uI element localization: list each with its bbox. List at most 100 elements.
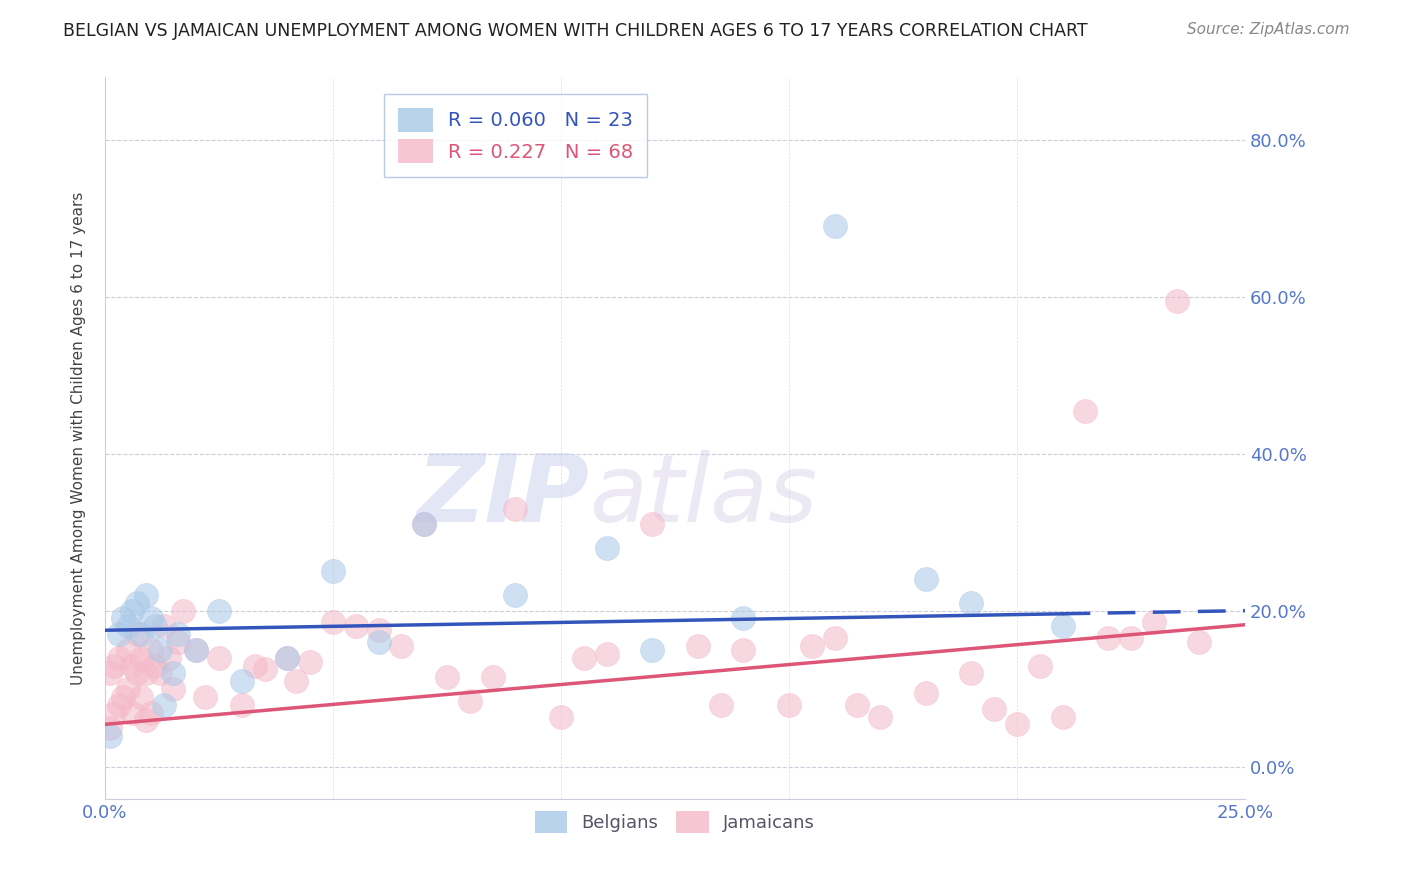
- Point: [143, 658, 166, 673]
- Point: [595, 647, 617, 661]
- Text: BELGIAN VS JAMAICAN UNEMPLOYMENT AMONG WOMEN WITH CHILDREN AGES 6 TO 17 YEARS CO: BELGIAN VS JAMAICAN UNEMPLOYMENT AMONG W…: [63, 22, 1088, 40]
- Point: [157, 650, 180, 665]
- Point: [103, 658, 125, 673]
- Point: [107, 650, 129, 665]
- Point: [505, 501, 527, 516]
- Point: [436, 670, 458, 684]
- Point: [458, 694, 481, 708]
- Point: [153, 619, 176, 633]
- Point: [253, 663, 276, 677]
- Point: [322, 615, 344, 630]
- Point: [686, 639, 709, 653]
- Point: [98, 729, 121, 743]
- Point: [1005, 717, 1028, 731]
- Point: [121, 658, 143, 673]
- Point: [595, 541, 617, 555]
- Point: [162, 681, 184, 696]
- Point: [846, 698, 869, 712]
- Point: [208, 604, 231, 618]
- Point: [186, 643, 208, 657]
- Point: [121, 706, 143, 720]
- Point: [162, 666, 184, 681]
- Point: [172, 604, 194, 618]
- Point: [778, 698, 800, 712]
- Point: [1028, 658, 1050, 673]
- Point: [1119, 631, 1142, 645]
- Point: [208, 650, 231, 665]
- Point: [824, 219, 846, 234]
- Point: [550, 709, 572, 723]
- Point: [1052, 709, 1074, 723]
- Point: [143, 619, 166, 633]
- Point: [733, 643, 755, 657]
- Point: [733, 611, 755, 625]
- Point: [125, 596, 148, 610]
- Text: atlas: atlas: [589, 450, 818, 541]
- Point: [131, 627, 153, 641]
- Point: [135, 588, 157, 602]
- Point: [869, 709, 891, 723]
- Point: [413, 517, 436, 532]
- Point: [117, 681, 139, 696]
- Point: [103, 706, 125, 720]
- Point: [121, 604, 143, 618]
- Point: [231, 674, 253, 689]
- Point: [914, 686, 936, 700]
- Point: [125, 627, 148, 641]
- Point: [1143, 615, 1166, 630]
- Point: [1097, 631, 1119, 645]
- Point: [194, 690, 217, 704]
- Point: [112, 690, 135, 704]
- Point: [231, 698, 253, 712]
- Point: [983, 701, 1005, 715]
- Point: [117, 619, 139, 633]
- Point: [413, 517, 436, 532]
- Point: [800, 639, 823, 653]
- Point: [153, 698, 176, 712]
- Point: [98, 666, 121, 681]
- Point: [149, 643, 172, 657]
- Point: [1188, 635, 1211, 649]
- Point: [299, 655, 322, 669]
- Point: [322, 565, 344, 579]
- Point: [481, 670, 503, 684]
- Point: [186, 643, 208, 657]
- Point: [276, 650, 298, 665]
- Point: [641, 643, 664, 657]
- Point: [131, 650, 153, 665]
- Point: [245, 658, 267, 673]
- Point: [98, 721, 121, 735]
- Point: [709, 698, 731, 712]
- Point: [367, 635, 389, 649]
- Point: [960, 666, 983, 681]
- Point: [107, 698, 129, 712]
- Text: Source: ZipAtlas.com: Source: ZipAtlas.com: [1187, 22, 1350, 37]
- Point: [505, 588, 527, 602]
- Point: [276, 650, 298, 665]
- Point: [389, 639, 412, 653]
- Point: [149, 666, 172, 681]
- Point: [285, 674, 308, 689]
- Point: [1166, 293, 1188, 308]
- Point: [125, 666, 148, 681]
- Point: [135, 714, 157, 728]
- Point: [367, 624, 389, 638]
- Point: [139, 643, 162, 657]
- Text: ZIP: ZIP: [416, 450, 589, 541]
- Point: [139, 611, 162, 625]
- Point: [107, 627, 129, 641]
- Point: [960, 596, 983, 610]
- Point: [344, 619, 367, 633]
- Point: [641, 517, 664, 532]
- Point: [131, 690, 153, 704]
- Y-axis label: Unemployment Among Women with Children Ages 6 to 17 years: Unemployment Among Women with Children A…: [72, 192, 86, 685]
- Point: [139, 706, 162, 720]
- Point: [1052, 619, 1074, 633]
- Point: [572, 650, 595, 665]
- Point: [914, 572, 936, 586]
- Point: [167, 635, 190, 649]
- Point: [112, 611, 135, 625]
- Point: [135, 666, 157, 681]
- Point: [824, 631, 846, 645]
- Point: [167, 627, 190, 641]
